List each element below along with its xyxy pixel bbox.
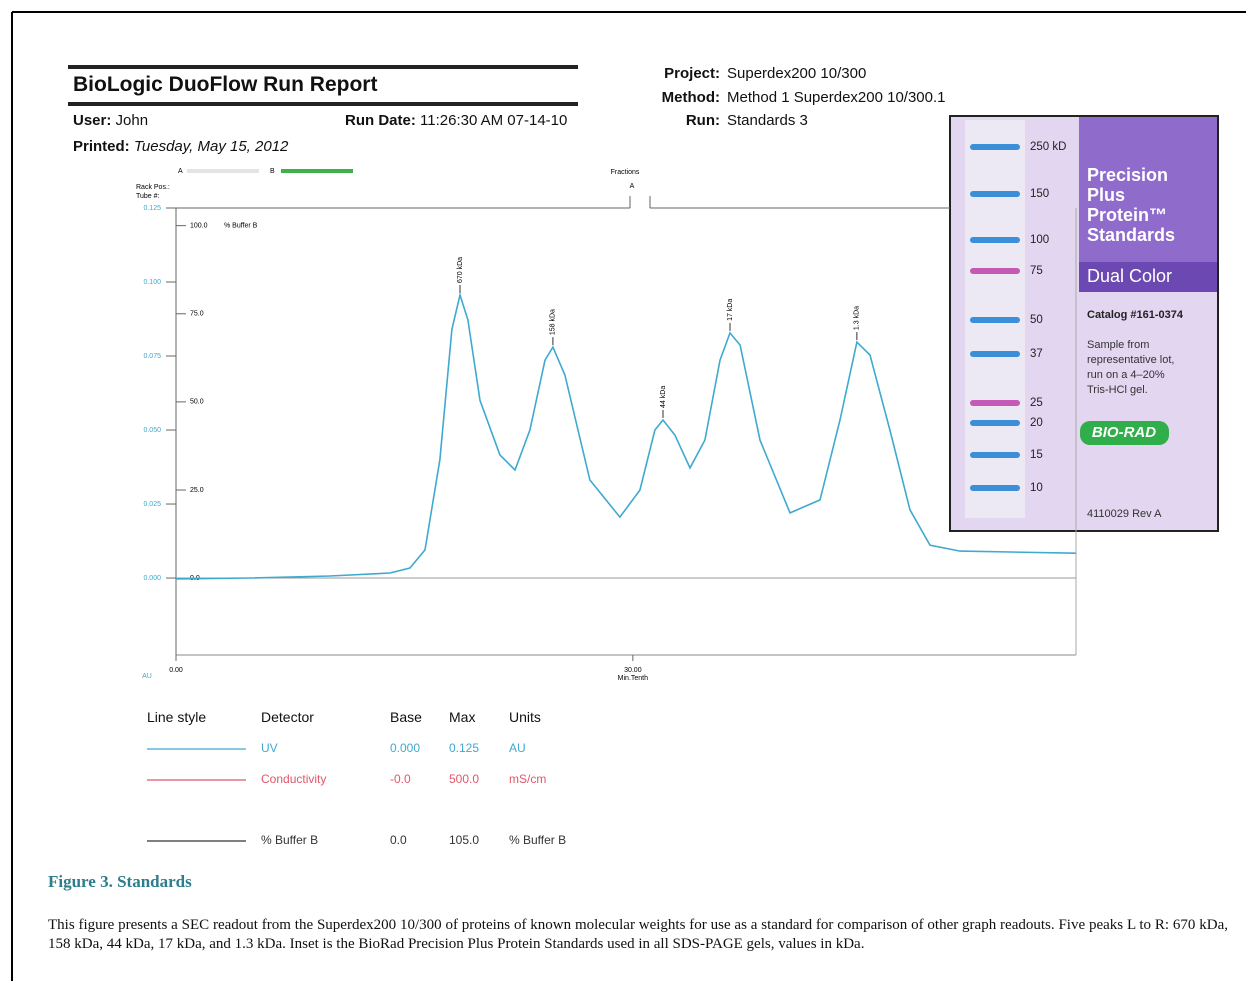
y-tick-label: 0.050 [143,427,161,434]
band-label: 15 [1030,449,1043,461]
gel-band [970,144,1020,150]
value: 11:26:30 AM 07-14-10 [420,112,567,129]
band-label: 150 [1030,188,1049,200]
gel-band [970,452,1020,458]
y2-axis-label: % Buffer B [224,222,258,229]
valve-b-bar [281,169,353,173]
legend-cell: AU [509,741,526,755]
band-label: 250 kD [1030,141,1066,153]
value: Standards 3 [727,112,808,129]
valve-a-bar [187,169,259,173]
brand: BIO-RAD [1092,424,1156,441]
peak-annotation: 670 kDa [457,257,464,283]
y2-tick-label: 75.0 [190,311,204,318]
x-tick-label: 30.00 [624,667,642,674]
value: Method 1 Superdex200 10/300.1 [727,89,946,106]
valve-label: B [270,168,275,175]
value: Superdex200 10/300 [727,65,866,82]
y-tick-label: 0.025 [143,501,161,508]
legend-header: Base [390,709,422,725]
gel-band [970,400,1020,406]
label: Method: [650,89,720,106]
code: 4110029 Rev A [1087,508,1162,520]
gel-band [970,351,1020,357]
y2-tick-label: 25.0 [190,487,204,494]
fraction-label: A [630,183,635,190]
band-label: 10 [1030,482,1043,494]
variant: Dual Color [1087,266,1172,286]
value: John [116,112,149,129]
product-name: Standards [1087,225,1175,245]
y2-tick-label: 50.0 [190,399,204,406]
label: User: [73,112,111,129]
product-name: Plus [1087,185,1125,205]
legend-cell: % Buffer B [509,833,566,847]
gel-band [970,485,1020,491]
gel-band [970,191,1020,197]
legend-cell: Conductivity [261,772,326,786]
legend-header: Line style [147,709,206,725]
band-label: 100 [1030,234,1049,246]
legend-cell: % Buffer B [261,833,318,847]
legend-cell: 500.0 [449,772,479,786]
inset: 250 kD 150 100 75 50 37 25 20 15 10 PrecisionPlusP… [950,116,1218,531]
legend-cell: -0.0 [390,772,411,786]
band-label: 25 [1030,397,1043,409]
legend-cell: 0.125 [449,741,479,755]
fraction-marker [630,196,650,208]
y2-tick-label: 100.0 [190,222,208,229]
gel-band [970,237,1020,243]
data-line [176,295,1076,579]
product-name: Protein™ [1087,205,1167,225]
peak-annotation: 158 kDa [550,309,557,335]
peak-annotation: 44 kDa [660,386,667,408]
peak-annotation: 1.3 kDa [854,306,861,330]
page: 250 kD15010075503725201510PrecisionPlusP… [0,0,1246,981]
y-tick-label: 0.075 [143,353,161,360]
caption-text: This figure presents a SEC readout from … [48,916,1228,954]
band-label: 37 [1030,348,1043,360]
value: Tuesday, May 15, 2012 [134,138,289,155]
peak-annotation: 17 kDa [727,299,734,321]
band-label: 20 [1030,417,1043,429]
note: Tris-HCl gel. [1087,384,1148,396]
gel-band [970,317,1020,323]
y-tick-label: 0.125 [143,205,161,212]
label: Run Date: [345,112,416,129]
legend-header: Max [449,709,475,725]
legend-cell: 0.000 [390,741,420,755]
y-axis-label: AU [142,673,152,680]
gel-band [970,268,1020,274]
caption-title: Figure 3. Standards [48,872,192,892]
label: Printed: [73,138,130,155]
report-title: BioLogic DuoFlow Run Report [73,73,377,97]
x-axis-label: Min.Tenth [618,675,648,682]
legend-header: Units [509,709,541,725]
y-tick-label: 0.100 [143,279,161,286]
note: run on a 4–20% [1087,369,1165,381]
band-label: 75 [1030,265,1043,277]
legend-cell: UV [261,741,278,755]
rack-label: Rack Pos.: [136,184,170,191]
valve-label: A [178,168,183,175]
label: Run: [660,112,720,129]
band-label: 50 [1030,314,1043,326]
gel-band [970,420,1020,426]
fractions-label: Fractions [611,169,640,176]
product-name: Precision [1087,165,1168,185]
y-tick-label: 0.000 [143,575,161,582]
label: Project: [660,65,720,82]
legend-cell: mS/cm [509,772,546,786]
tube-label: Tube #: [136,193,160,200]
note: representative lot, [1087,354,1174,366]
legend-cell: 105.0 [449,833,479,847]
catalog: Catalog #161-0374 [1087,309,1184,321]
x-tick-label: 0.00 [169,667,183,674]
legend-header: Detector [261,709,314,725]
legend-cell: 0.0 [390,833,407,847]
note: Sample from [1087,339,1149,351]
